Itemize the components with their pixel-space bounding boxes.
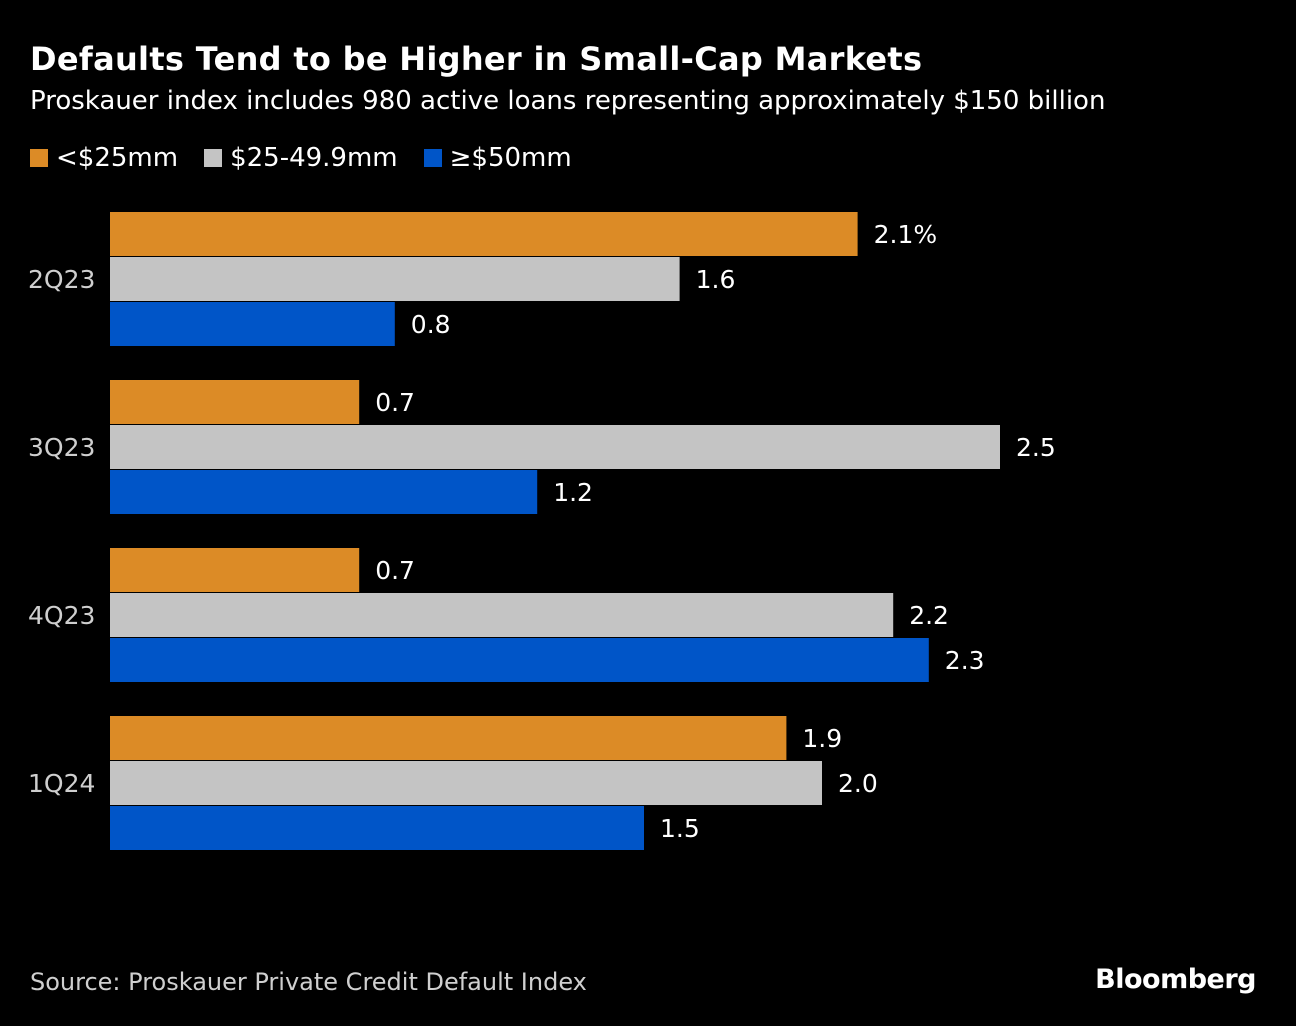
bar-2q23-mid: [110, 257, 680, 301]
legend-label-small: <$25mm: [56, 143, 179, 173]
bar-4q23-large: [110, 638, 929, 682]
legend-item-small: <$25mm: [30, 143, 178, 173]
category-label-3q23: 3Q23: [28, 433, 95, 462]
data-label-3q23-mid: 2.5: [1016, 433, 1056, 462]
chart-title: Defaults Tend to be Higher in Small-Cap …: [30, 40, 923, 78]
bar-4q23-mid: [110, 593, 894, 637]
bar-1q24-large: [110, 806, 644, 850]
bar-2q23-large: [110, 302, 395, 346]
bar-2q23-small: [110, 212, 858, 256]
legend: <$25mm $25-49.9mm ≥$50mm: [30, 143, 598, 173]
legend-swatch-mid: [204, 149, 223, 167]
category-label-4q23: 4Q23: [28, 601, 95, 630]
data-label-4q23-small: 0.7: [375, 556, 415, 585]
bar-3q23-large: [110, 470, 538, 514]
data-label-1q24-small: 1.9: [802, 724, 842, 753]
data-label-2q23-small: 2.1%: [874, 220, 938, 249]
data-label-2q23-mid: 1.6: [696, 265, 736, 294]
legend-item-mid: $25-49.9mm: [204, 143, 398, 173]
bloomberg-logo: Bloomberg: [1095, 964, 1256, 995]
data-label-1q24-mid: 2.0: [838, 769, 878, 798]
source-note: Source: Proskauer Private Credit Default…: [30, 968, 587, 996]
data-label-2q23-large: 0.8: [411, 310, 451, 339]
chart-subtitle: Proskauer index includes 980 active loan…: [30, 86, 1106, 116]
bar-1q24-small: [110, 716, 787, 760]
legend-label-mid: $25-49.9mm: [230, 143, 398, 173]
data-label-3q23-small: 0.7: [375, 388, 415, 417]
data-label-3q23-large: 1.2: [553, 478, 593, 507]
category-label-2q23: 2Q23: [28, 265, 95, 294]
data-label-1q24-large: 1.5: [660, 814, 700, 843]
legend-label-large: ≥$50mm: [449, 143, 572, 173]
legend-swatch-large: [423, 149, 442, 167]
legend-item-large: ≥$50mm: [423, 143, 572, 173]
bar-1q24-mid: [110, 761, 822, 805]
data-label-4q23-large: 2.3: [945, 646, 985, 675]
category-label-1q24: 1Q24: [28, 769, 95, 798]
legend-swatch-small: [30, 149, 48, 167]
bar-3q23-mid: [110, 425, 1000, 469]
bar-4q23-small: [110, 548, 360, 592]
bar-3q23-small: [110, 380, 360, 424]
data-label-4q23-mid: 2.2: [909, 601, 949, 630]
